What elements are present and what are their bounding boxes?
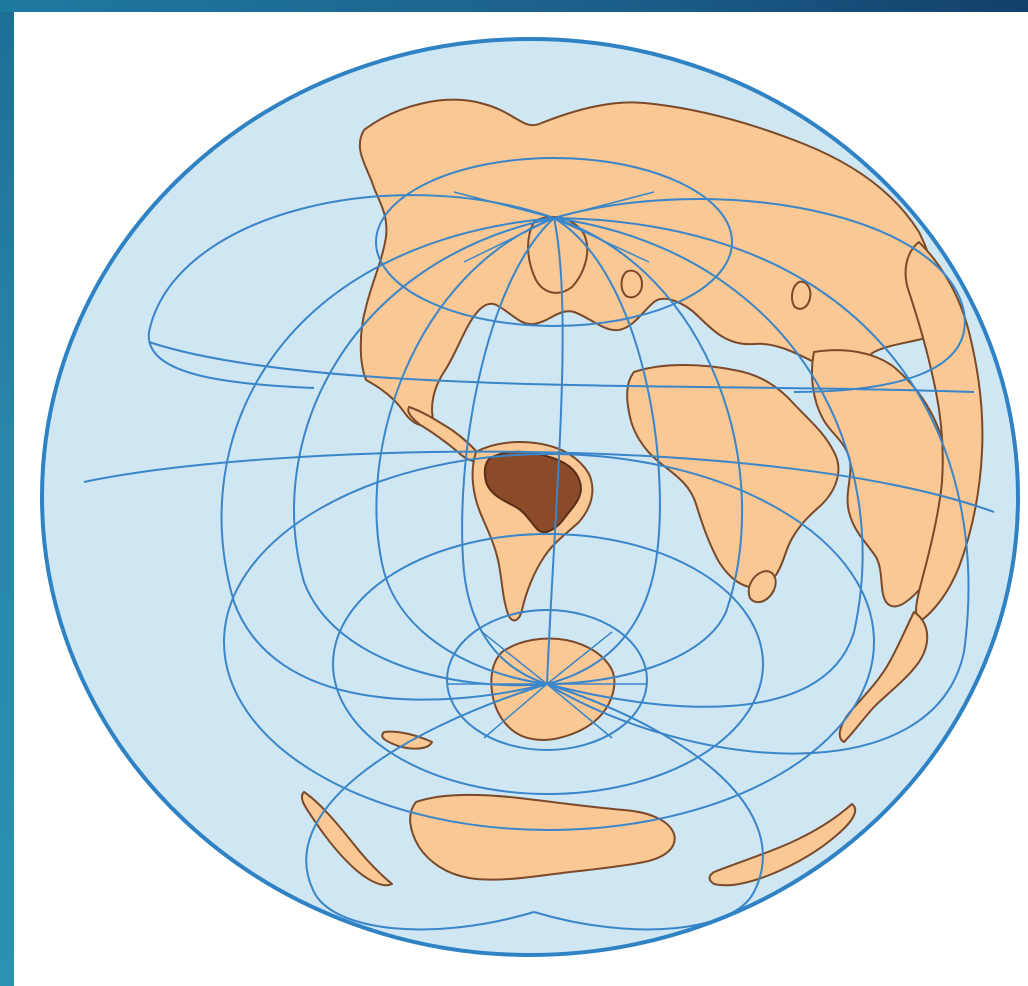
landmass-southern-coast-east <box>708 803 857 887</box>
meridian-line <box>147 194 555 389</box>
meridian-line <box>293 217 555 687</box>
pole-radial-line <box>463 217 555 263</box>
parallel-line <box>332 533 764 795</box>
meridian-line <box>553 198 966 393</box>
meridian-line <box>546 217 661 685</box>
landmass-south-asia <box>811 349 952 608</box>
meridian-line <box>546 217 564 685</box>
pole-radial-line <box>483 683 548 739</box>
parallel-line <box>83 450 995 513</box>
pole-radial-line <box>481 631 548 685</box>
landmass-indonesia <box>838 611 929 743</box>
landmass-north-america <box>358 98 942 427</box>
pole-radial-line <box>546 683 613 739</box>
landmass-new-zealand <box>381 730 433 750</box>
meridian-line <box>546 217 744 685</box>
parallel-line <box>223 453 875 831</box>
meridian-line <box>220 217 555 701</box>
globe-edge <box>40 37 1020 957</box>
landmass-southern-coast-west <box>300 791 393 887</box>
landmass-greenland <box>527 215 589 294</box>
pole-radial-line <box>553 191 655 219</box>
meridian-line <box>375 217 555 685</box>
landmass-north-island-chain <box>790 280 812 310</box>
meridian-line <box>533 683 764 931</box>
map-panel <box>14 12 1028 986</box>
pole-radial-line <box>453 191 555 219</box>
meridian-line <box>305 683 548 931</box>
parallel-line <box>446 609 648 751</box>
pole-radial-line <box>553 217 650 263</box>
meridian-line <box>461 217 555 685</box>
frame-top-bar <box>0 0 1028 12</box>
meridian-line <box>546 217 970 755</box>
parallel-line <box>148 341 975 393</box>
landmass-central-america <box>407 406 485 463</box>
landmass-australia <box>409 793 676 881</box>
landmass-madagascar <box>747 570 777 604</box>
pole-radial-line <box>546 631 613 685</box>
parallel-line <box>375 157 733 327</box>
landmass-british-isles <box>620 269 643 299</box>
world-map <box>40 37 1020 957</box>
graticule-lines <box>83 157 995 931</box>
